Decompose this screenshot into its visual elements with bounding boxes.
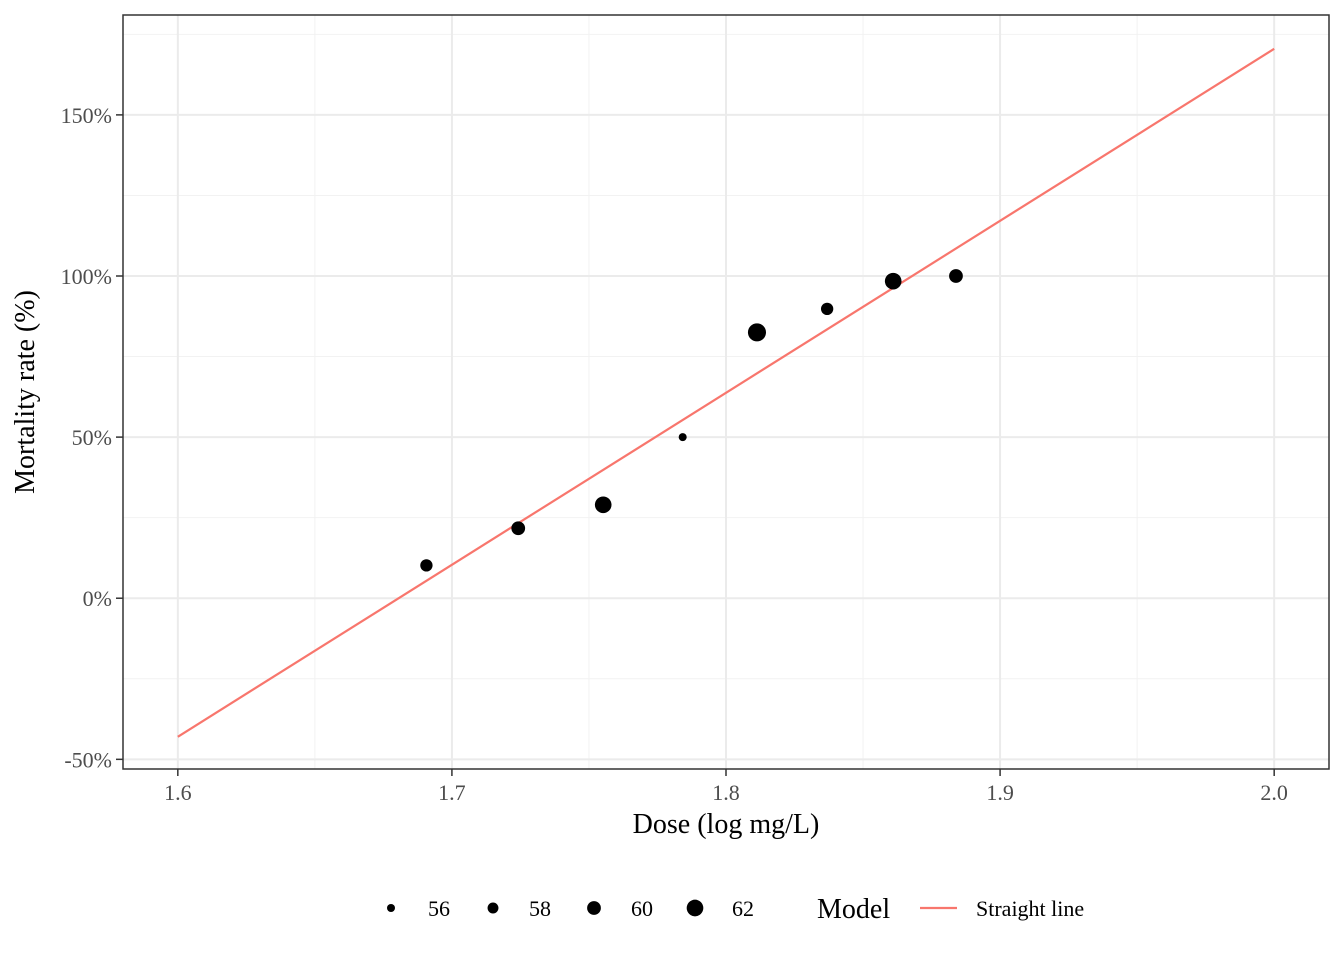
model-legend-title: Model (817, 894, 890, 925)
data-point (884, 272, 902, 290)
model-legend-label: Straight line (976, 896, 1084, 921)
y-tick-label: 0% (83, 586, 112, 611)
y-axis: -50% 0% 50% 100% 150% (61, 103, 123, 772)
x-tick-label: 1.8 (712, 780, 740, 805)
data-point (949, 269, 963, 283)
y-tick-label: 50% (72, 425, 112, 450)
data-point (420, 559, 433, 572)
x-axis: 1.6 1.7 1.8 1.9 2.0 (164, 769, 1288, 805)
data-point (747, 323, 767, 342)
size-legend-label: 58 (529, 896, 551, 921)
data-point (511, 521, 526, 536)
y-tick-label: 100% (61, 264, 112, 289)
grid-lines (123, 15, 1329, 769)
x-tick-label: 1.7 (438, 780, 466, 805)
size-legend-key (587, 901, 601, 915)
data-point (820, 302, 834, 316)
size-legend-key (487, 902, 499, 914)
y-axis-title: Mortality rate (%) (10, 290, 41, 494)
x-tick-label: 1.6 (164, 780, 192, 805)
size-legend-key (686, 899, 704, 917)
size-legend-label: 60 (631, 896, 653, 921)
data-point (594, 496, 612, 514)
fitted-straight-line (177, 47, 1275, 738)
y-tick-label: -50% (64, 747, 112, 772)
x-axis-title: Dose (log mg/L) (633, 809, 820, 840)
y-tick-label: 150% (61, 103, 112, 128)
x-tick-label: 2.0 (1260, 780, 1288, 805)
fitted-line-layer (177, 47, 1275, 738)
size-legend-label: 62 (732, 896, 754, 921)
size-legend-label: 56 (428, 896, 450, 921)
data-point (678, 433, 687, 442)
legend: 56 58 60 62 Model Straight line (387, 894, 1084, 925)
size-legend-key (387, 904, 395, 912)
x-tick-label: 1.9 (986, 780, 1014, 805)
data-points (420, 269, 963, 572)
